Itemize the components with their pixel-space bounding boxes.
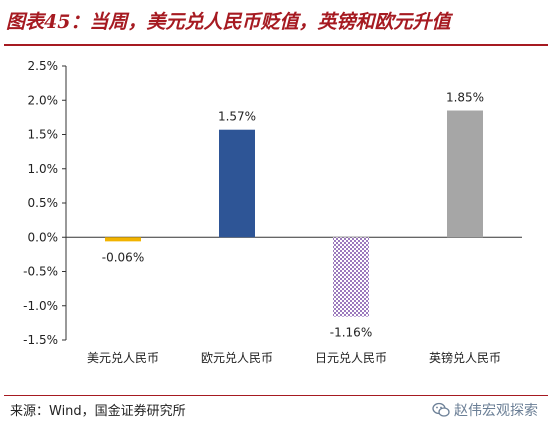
y-tick-label: -1.5%	[23, 333, 58, 347]
y-tick-label: 2.0%	[28, 93, 59, 107]
data-label-2: -1.16%	[330, 326, 372, 340]
category-label-2: 日元兑人民币	[315, 351, 387, 365]
bar-3	[447, 110, 483, 238]
source-note: 来源：Wind，国金证券研究所	[10, 404, 186, 419]
data-label-3: 1.85%	[446, 91, 484, 105]
category-label-0: 美元兑人民币	[87, 351, 159, 365]
data-label-0: -0.06%	[102, 250, 144, 264]
bar-chart: 2.5%2.0%1.5%1.0%0.5%0.0%-0.5%-1.0%-1.5% …	[23, 59, 522, 365]
chart-title: 图表45：当周，美元兑人民币贬值，英镑和欧元升值	[6, 11, 451, 33]
axis-layer: 2.5% 2.0% 1.5% 1.0% 0.5% 0.0% -0.5% -1.0% -1.5%	[23, 59, 522, 347]
y-tick-label: 1.5%	[28, 128, 59, 142]
category-label-3: 英镑兑人民币	[429, 350, 501, 365]
y-tick-label: -1.0%	[23, 299, 58, 313]
category-label-1: 欧元兑人民币	[201, 351, 273, 365]
label-layer: -0.06% 美元兑人民币 1.57% 欧元兑人民币 -1.16% 日元兑人民币 1.85%…	[87, 91, 501, 365]
y-tick-label: 2.5%	[28, 59, 59, 73]
wechat-icon	[432, 402, 450, 417]
footer-divider	[4, 395, 548, 396]
title-divider	[4, 44, 548, 46]
y-tick-label: 1.0%	[28, 162, 59, 176]
watermark: 赵伟宏观探索	[432, 400, 538, 420]
watermark-text: 赵伟宏观探索	[454, 403, 538, 419]
bar-1	[219, 129, 255, 238]
y-tick-label: 0.5%	[28, 196, 59, 210]
y-tick-label: 0.0%	[28, 230, 59, 244]
bar-2	[333, 237, 369, 317]
bar-0	[105, 237, 141, 242]
data-label-1: 1.57%	[218, 110, 256, 124]
bar-layer	[105, 110, 483, 317]
y-tick-label: -0.5%	[23, 265, 58, 279]
